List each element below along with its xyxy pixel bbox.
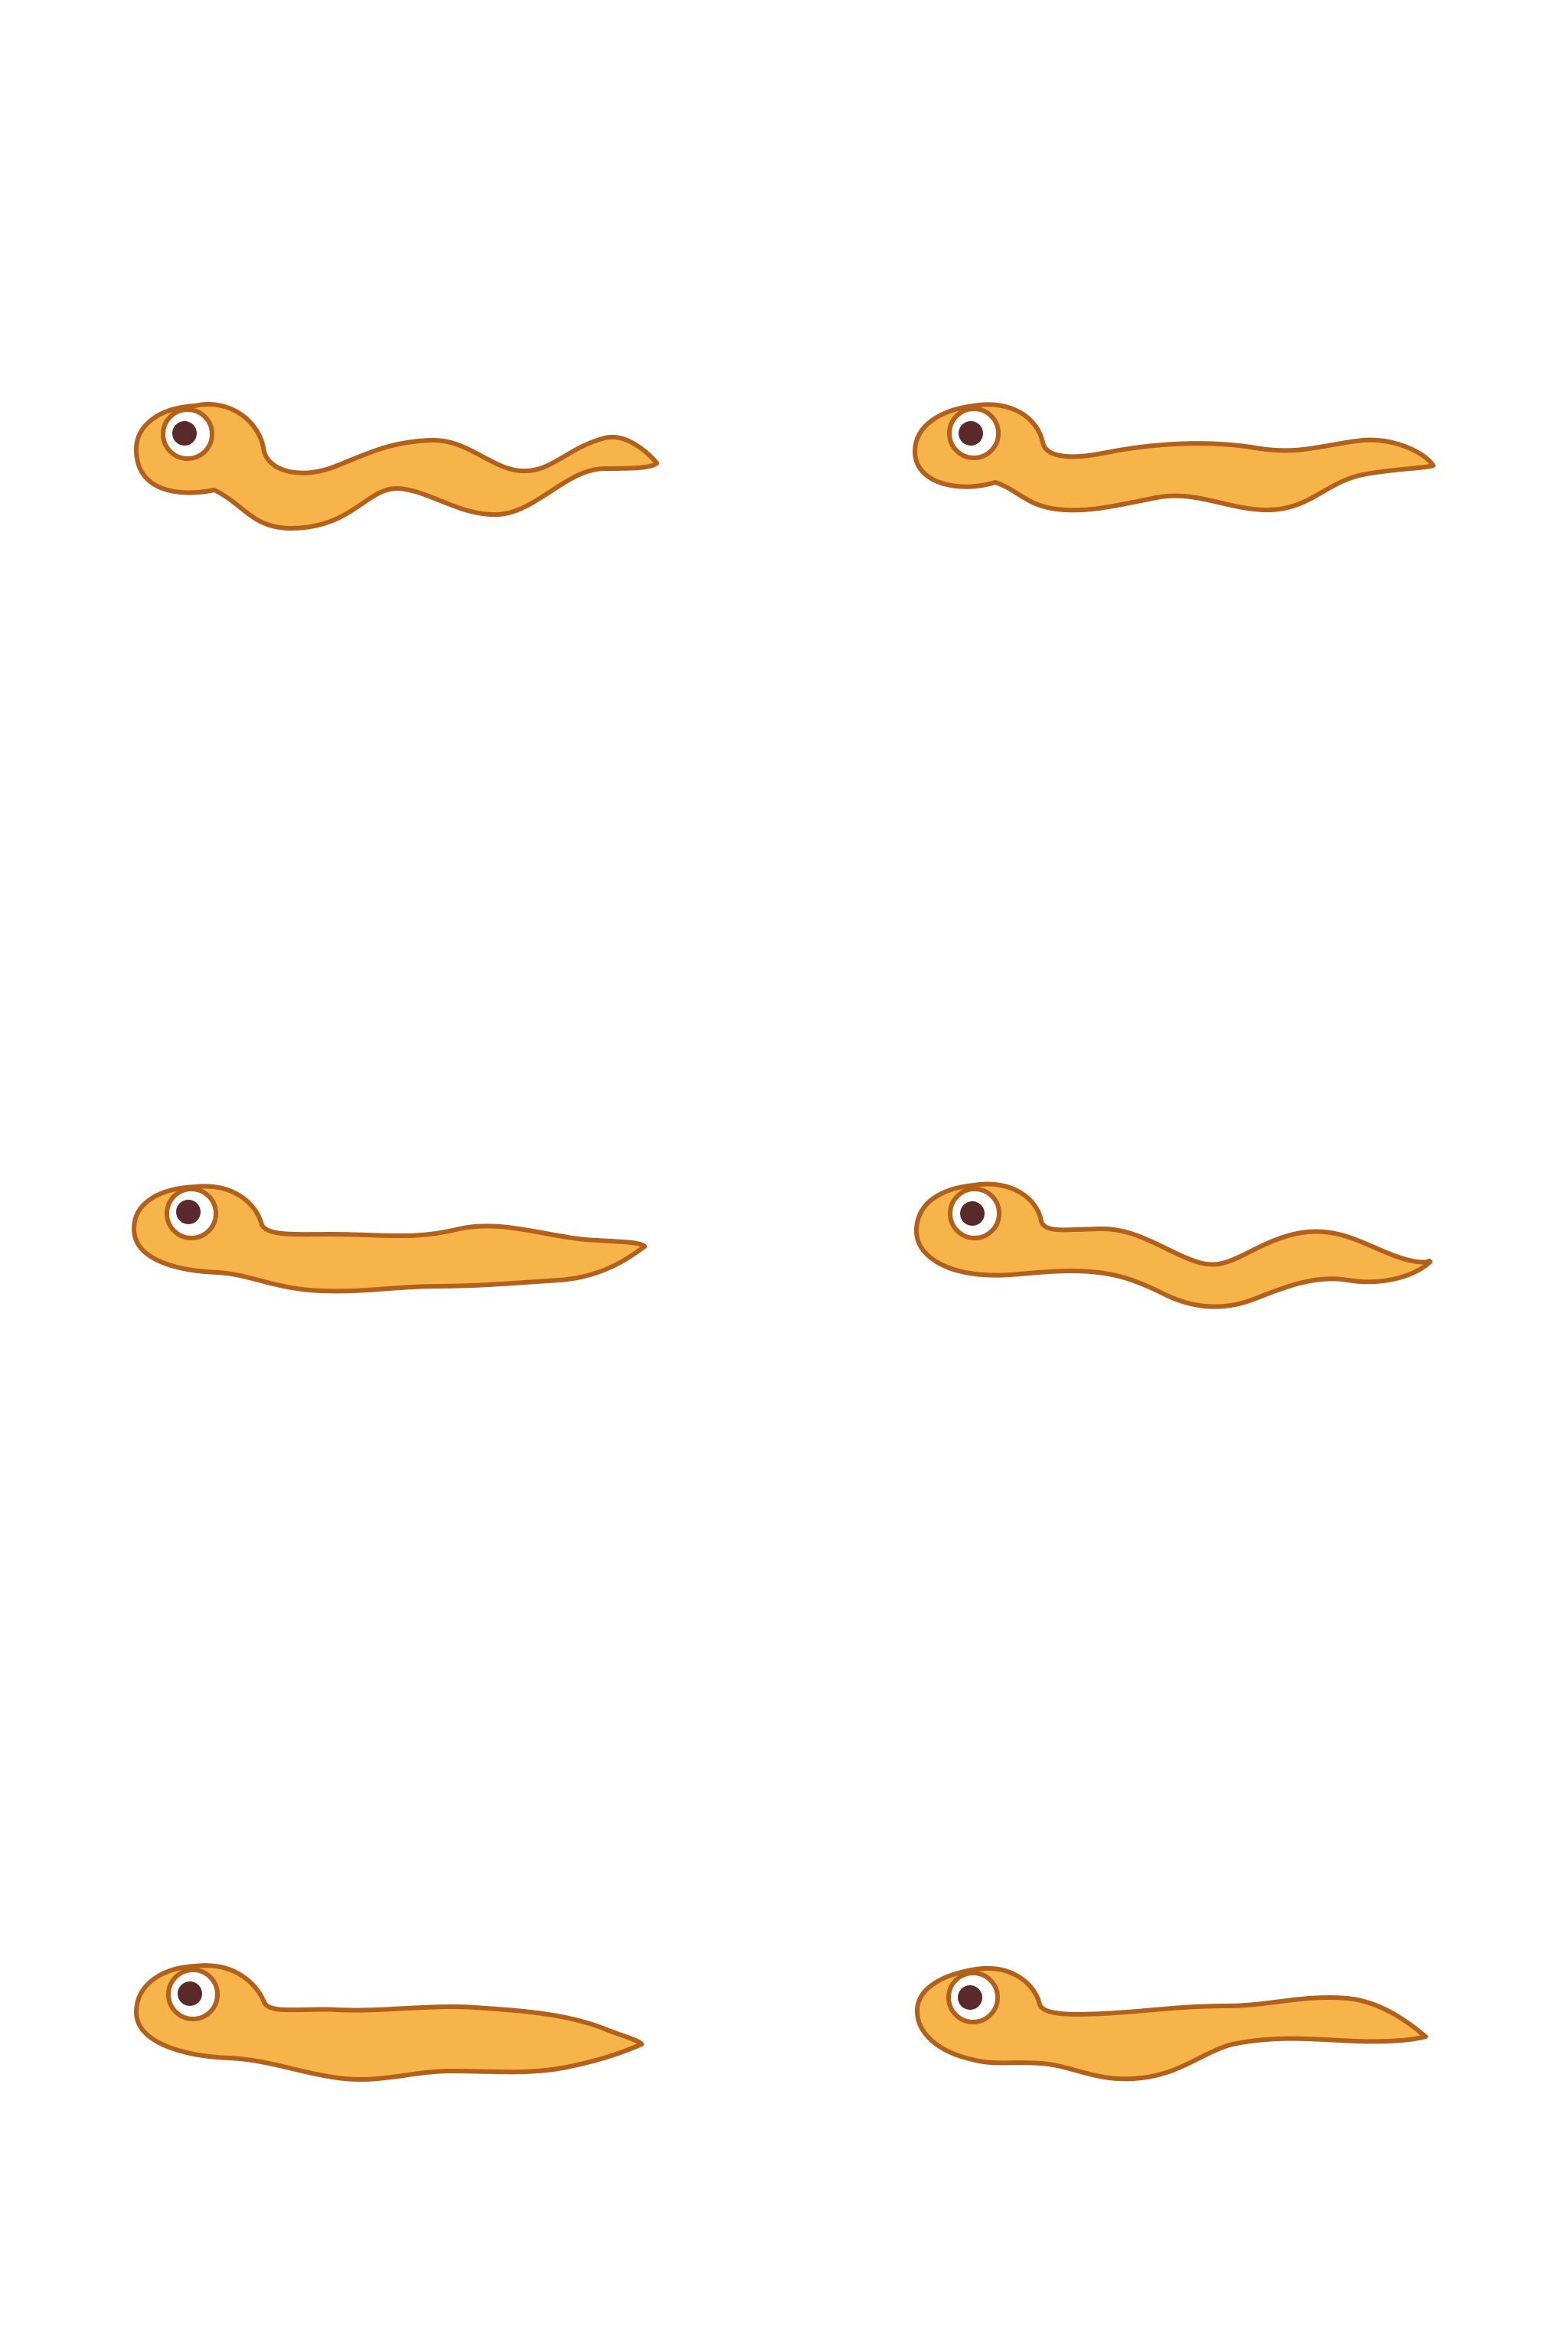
worm-4 bbox=[913, 1181, 1432, 1309]
worm-6 bbox=[914, 1965, 1428, 2082]
worm-icon bbox=[132, 1184, 647, 1294]
worm-2 bbox=[913, 402, 1436, 513]
worm-icon bbox=[913, 1181, 1432, 1309]
pupil bbox=[176, 1200, 201, 1224]
worm-1 bbox=[133, 402, 659, 531]
pupil bbox=[172, 421, 197, 446]
pupil bbox=[959, 421, 983, 446]
pupil bbox=[178, 1981, 202, 2006]
pupil bbox=[960, 1201, 985, 1226]
worm-icon bbox=[914, 1965, 1428, 2082]
worm-icon bbox=[133, 402, 659, 531]
pupil bbox=[958, 1985, 982, 2010]
worm-icon bbox=[913, 402, 1436, 513]
worm-3 bbox=[132, 1184, 647, 1294]
worm-icon bbox=[134, 1963, 644, 2082]
worm-5 bbox=[134, 1963, 644, 2082]
